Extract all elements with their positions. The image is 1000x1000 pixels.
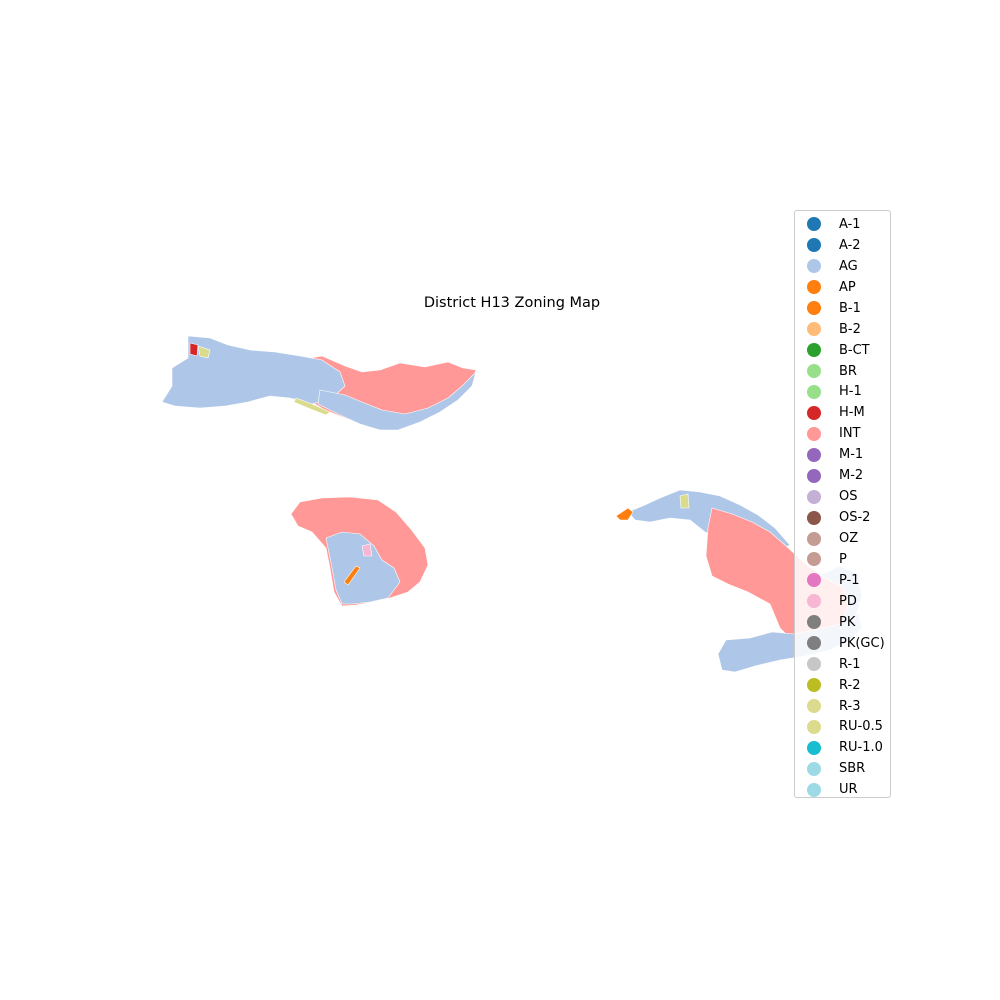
legend-label: R-1 [839, 656, 861, 672]
zone-ag-west [161, 335, 346, 409]
legend-swatch [807, 489, 821, 504]
legend-swatch [807, 426, 821, 441]
legend-swatch [807, 364, 821, 379]
legend-swatch [807, 531, 821, 546]
legend-label: OS-2 [839, 510, 871, 526]
legend-item: H-M [795, 402, 890, 423]
legend-label: RU-1.0 [839, 740, 883, 756]
legend-label: INT [839, 426, 861, 442]
legend-item: P-1 [795, 570, 890, 591]
legend-label: PK [839, 614, 856, 630]
legend-item: BR [795, 361, 890, 382]
legend-swatch [807, 615, 821, 630]
legend-swatch [807, 238, 821, 253]
legend-label: BR [839, 363, 857, 379]
zone-r2-west [197, 345, 211, 359]
legend-item: RU-1.0 [795, 737, 890, 758]
legend-item: INT [795, 423, 890, 444]
legend-label: PK(GC) [839, 635, 885, 651]
legend-label: P [839, 551, 847, 567]
legend-item: H-1 [795, 382, 890, 403]
legend-item: OS [795, 486, 890, 507]
legend-item: R-1 [795, 654, 890, 675]
legend-swatch [807, 740, 821, 755]
legend-swatch [807, 259, 821, 274]
legend-label: H-1 [839, 384, 862, 400]
legend-label: M-1 [839, 447, 864, 463]
legend-swatch [807, 782, 821, 797]
legend-label: R-3 [839, 698, 861, 714]
legend-swatch [807, 447, 821, 462]
legend-swatch [807, 552, 821, 567]
legend-swatch [807, 301, 821, 316]
island-center [290, 496, 429, 607]
legend-label: H-M [839, 405, 865, 421]
legend-label: UR [839, 782, 858, 798]
legend-swatch [807, 384, 821, 399]
legend-item: SBR [795, 758, 890, 779]
legend-item: A-2 [795, 235, 890, 256]
legend-item: OZ [795, 528, 890, 549]
zone-r3-strip [293, 397, 331, 416]
legend-swatch [807, 573, 821, 588]
zone-ag [325, 531, 401, 605]
zone-r3-east [679, 493, 690, 509]
legend-item: M-1 [795, 444, 890, 465]
zone-ag-east [317, 370, 477, 431]
zone-b1-strip [343, 565, 361, 586]
legend-swatch [807, 761, 821, 776]
legend-label: PD [839, 593, 857, 609]
legend-item: A-1 [795, 214, 890, 235]
legend-swatch [807, 699, 821, 714]
legend-swatch [807, 657, 821, 672]
legend-swatch [807, 217, 821, 232]
legend-label: R-2 [839, 677, 861, 693]
legend-label: AG [839, 258, 858, 274]
legend-swatch [807, 322, 821, 337]
island-north [161, 335, 477, 431]
legend-label: A-2 [839, 237, 861, 253]
legend-swatch [807, 280, 821, 295]
zone-b1-west [615, 507, 634, 521]
legend-item: R-2 [795, 675, 890, 696]
map-title: District H13 Zoning Map [423, 295, 601, 311]
legend-label: B-1 [839, 300, 861, 316]
legend-label: B-CT [839, 342, 870, 358]
legend-item: RU-0.5 [795, 717, 890, 738]
legend-item: P [795, 549, 890, 570]
legend-label: AP [839, 279, 856, 295]
legend-label: RU-0.5 [839, 719, 883, 735]
legend-swatch [807, 510, 821, 525]
legend-item: UR [795, 779, 890, 800]
legend-swatch [807, 719, 821, 734]
legend-item: B-1 [795, 298, 890, 319]
legend-label: OZ [839, 531, 859, 547]
legend-label: OS [839, 489, 858, 505]
legend-swatch [807, 343, 821, 358]
legend-swatch [807, 636, 821, 651]
legend-swatch [807, 594, 821, 609]
legend-label: M-2 [839, 468, 864, 484]
legend-swatch [807, 468, 821, 483]
legend-label: P-1 [839, 572, 860, 588]
legend-item: AG [795, 256, 890, 277]
legend-item: R-3 [795, 696, 890, 717]
legend: A-1 A-2 AG AP B-1 B-2 B-CT BR H-1 H-M INT M-1 M-2 OS O… [794, 210, 891, 798]
legend-item: M-2 [795, 465, 890, 486]
zone-hotel-west [189, 342, 199, 357]
legend-item: OS-2 [795, 507, 890, 528]
legend-label: SBR [839, 761, 866, 777]
legend-label: B-2 [839, 321, 861, 337]
legend-item: B-CT [795, 340, 890, 361]
legend-item: AP [795, 277, 890, 298]
legend-item: PK [795, 612, 890, 633]
legend-item: B-2 [795, 319, 890, 340]
legend-item: PD [795, 591, 890, 612]
legend-item: PK(GC) [795, 633, 890, 654]
legend-swatch [807, 405, 821, 420]
legend-label: A-1 [839, 216, 861, 232]
zone-pd [361, 543, 373, 557]
legend-swatch [807, 678, 821, 693]
